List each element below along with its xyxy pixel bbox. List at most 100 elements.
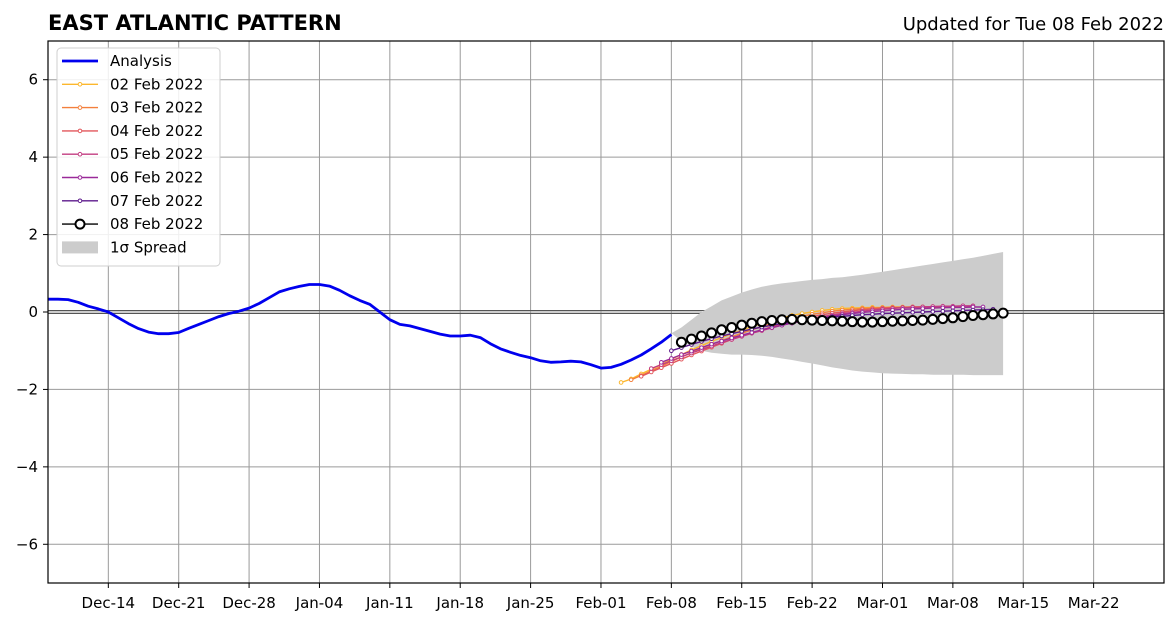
y-tick-label: 4 <box>28 148 38 166</box>
latest-forecast-point <box>675 336 687 348</box>
y-tick-label: 2 <box>28 226 38 244</box>
latest-forecast-point <box>716 324 728 336</box>
x-tick-label: Jan-04 <box>295 594 344 612</box>
legend-box <box>56 47 221 267</box>
legend-label: 1σ Spread <box>110 238 187 256</box>
latest-forecast-point <box>696 330 708 342</box>
x-tick-label: Mar-01 <box>857 594 909 612</box>
spread-band <box>671 252 1004 376</box>
latest-forecast-point <box>977 309 989 321</box>
y-tick-label: −2 <box>16 380 38 398</box>
legend-swatch <box>62 241 98 254</box>
latest-forecast-point <box>846 316 858 328</box>
forecast-point <box>699 345 704 350</box>
latest-forecast-point <box>776 314 788 326</box>
forecast-point <box>638 373 644 379</box>
y-tick-label: −6 <box>16 535 38 553</box>
legend-marker <box>77 198 83 204</box>
y-tick-label: 0 <box>28 303 38 321</box>
forecast-point <box>940 308 946 314</box>
forecast-point <box>628 377 634 383</box>
legend-label: 04 Feb 2022 <box>110 122 203 140</box>
forecast-point <box>870 312 875 317</box>
legend-label: 08 Feb 2022 <box>110 215 203 233</box>
legend-marker <box>74 218 86 230</box>
latest-forecast-point <box>685 333 697 345</box>
latest-forecast-point <box>736 319 748 331</box>
legend-label: 03 Feb 2022 <box>110 99 203 117</box>
forecast-point <box>950 308 956 314</box>
x-tick-label: Feb-08 <box>646 594 697 612</box>
forecast-point <box>689 348 694 354</box>
legend-marker <box>77 128 83 134</box>
forecast-point <box>669 356 674 361</box>
latest-forecast-point <box>856 316 868 328</box>
forecast-point <box>658 360 664 365</box>
latest-forecast-point <box>957 311 969 323</box>
x-tick-label: Jan-11 <box>365 594 414 612</box>
x-tick-label: Jan-25 <box>506 594 555 612</box>
forecast-point <box>679 352 684 357</box>
x-axis: Dec-14 Dec-21 Dec-28 Jan-04 Jan-11 Jan-18 Jan-… <box>82 583 1120 612</box>
latest-forecast-point <box>866 316 878 328</box>
forecast-point <box>910 310 915 315</box>
latest-forecast-point <box>876 316 888 328</box>
legend-marker <box>77 105 83 110</box>
chart-title: EAST ATLANTIC PATTERN <box>48 11 342 35</box>
legend-label: 07 Feb 2022 <box>110 192 203 210</box>
x-tick-label: Dec-14 <box>82 594 136 612</box>
forecast-point <box>739 332 745 338</box>
forecast-point <box>890 310 895 316</box>
forecast-point <box>900 310 905 316</box>
latest-forecast-point <box>937 313 949 325</box>
latest-forecast-point <box>887 315 899 327</box>
forecast-point <box>930 309 936 314</box>
forecast-point <box>709 341 714 347</box>
legend: Analysis 02 Feb 2022 03 Feb 2022 04 Feb 202… <box>56 47 221 267</box>
forecast-point <box>860 312 865 318</box>
legend-marker <box>77 151 83 157</box>
latest-forecast-point <box>836 315 848 327</box>
latest-forecast-point <box>917 314 929 326</box>
latest-forecast-point <box>806 314 818 326</box>
x-tick-label: Feb-15 <box>716 594 767 612</box>
latest-forecast-point <box>947 312 959 324</box>
latest-forecast-point <box>746 317 758 329</box>
x-tick-label: Mar-22 <box>1068 594 1120 612</box>
latest-forecast-point <box>766 315 778 327</box>
forecast-point <box>648 366 654 371</box>
x-tick-label: Mar-08 <box>927 594 979 612</box>
legend-label: 02 Feb 2022 <box>110 75 203 93</box>
chart-updated-subtitle: Updated for Tue 08 Feb 2022 <box>903 14 1164 35</box>
legend-label: 05 Feb 2022 <box>110 145 203 163</box>
latest-forecast-point <box>987 308 999 320</box>
legend-marker <box>77 82 83 87</box>
latest-forecast-point <box>897 315 909 327</box>
forecast-point <box>618 380 624 385</box>
latest-forecast-point <box>997 307 1009 319</box>
forecast-point <box>669 348 674 354</box>
latest-forecast-point <box>927 313 939 325</box>
y-tick-label: −4 <box>16 458 38 476</box>
latest-forecast-point <box>796 314 808 326</box>
forecast-point <box>719 338 724 344</box>
legend-label: Analysis <box>110 52 172 70</box>
y-axis: 6 4 2 0 −2 −4 −6 <box>16 71 48 553</box>
latest-forecast-point <box>816 315 828 327</box>
analysis-line <box>48 283 673 370</box>
legend-marker <box>77 175 83 180</box>
latest-forecast-point <box>726 321 738 333</box>
x-tick-label: Dec-21 <box>152 594 206 612</box>
x-tick-label: Dec-28 <box>222 594 276 612</box>
x-tick-label: Feb-01 <box>575 594 626 612</box>
forecast-point <box>880 311 885 316</box>
latest-forecast-point <box>907 315 919 327</box>
forecast-point <box>729 335 734 341</box>
latest-forecast-point <box>786 313 798 325</box>
x-tick-label: Jan-18 <box>435 594 484 612</box>
latest-forecast-point <box>826 315 838 327</box>
forecast-point <box>920 309 926 315</box>
y-tick-label: 6 <box>28 71 38 89</box>
latest-forecast-point <box>756 316 768 328</box>
